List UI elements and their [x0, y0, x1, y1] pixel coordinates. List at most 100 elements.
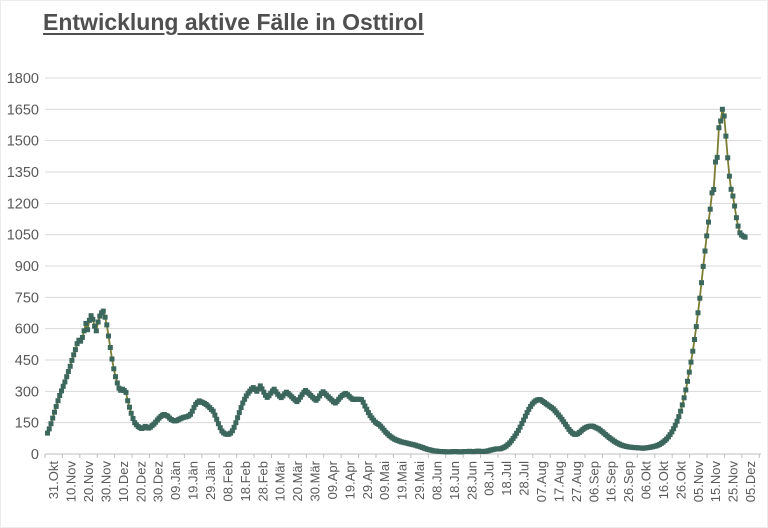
x-tick-label: 29.Mai	[412, 461, 427, 500]
data-point	[685, 378, 690, 384]
data-point	[72, 347, 78, 353]
data-point	[229, 428, 235, 434]
y-tick-label: 1650	[7, 102, 39, 118]
data-point	[681, 395, 687, 401]
data-point	[711, 187, 717, 192]
data-point	[714, 154, 720, 160]
data-point	[233, 420, 239, 426]
data-point	[728, 186, 734, 192]
y-tick-label: 1350	[7, 165, 39, 181]
data-point	[71, 352, 77, 358]
data-point	[690, 348, 696, 354]
data-point	[718, 118, 724, 124]
data-point	[90, 316, 96, 322]
data-point	[732, 203, 738, 209]
data-point	[188, 411, 193, 417]
data-point	[692, 337, 697, 342]
x-tick-label: 30.Nov	[98, 461, 113, 503]
data-point	[358, 397, 364, 402]
data-point	[517, 424, 523, 430]
data-point	[243, 393, 249, 399]
data-point	[362, 403, 368, 409]
data-point	[123, 389, 129, 395]
y-tick-label: 1500	[7, 134, 39, 150]
x-tick-label: 05.Dez	[743, 461, 758, 502]
data-point	[699, 280, 704, 286]
chart-title: Entwicklung aktive Fälle in Osttirol	[43, 9, 424, 35]
data-point	[719, 106, 725, 112]
data-point	[231, 424, 237, 430]
data-point	[697, 295, 703, 301]
y-tick-label: 750	[15, 290, 39, 306]
y-tick-label: 0	[31, 447, 39, 463]
data-point	[259, 386, 265, 392]
data-point	[100, 308, 106, 314]
data-point	[735, 223, 741, 229]
x-tick-label: 20.Nov	[81, 461, 96, 503]
data-point	[721, 113, 727, 119]
data-point	[64, 374, 70, 380]
data-point	[97, 313, 103, 319]
data-point	[55, 398, 61, 404]
data-point	[742, 234, 748, 240]
x-tick-label: 16.Okt	[656, 461, 671, 500]
x-tick-label: 15.Nov	[708, 461, 723, 503]
x-tick-label: 18.Feb	[238, 461, 253, 501]
data-point	[93, 328, 99, 334]
x-tick-label: 06.Okt	[639, 461, 654, 500]
data-point	[674, 418, 680, 424]
data-point	[79, 334, 85, 340]
data-point	[235, 415, 241, 421]
data-point	[57, 393, 63, 398]
data-point	[725, 155, 731, 161]
data-point	[564, 424, 570, 430]
data-point	[713, 159, 718, 165]
x-tick-label: 10.Nov	[64, 461, 79, 503]
data-point	[695, 310, 701, 316]
x-tick-label: 07.Aug	[534, 461, 549, 502]
data-point	[53, 403, 59, 409]
data-point	[704, 233, 710, 239]
x-tick-label: 25.Nov	[726, 461, 741, 503]
data-point	[667, 432, 673, 438]
data-point	[74, 341, 80, 347]
data-point	[65, 369, 71, 374]
data-point	[130, 416, 136, 421]
data-point	[512, 433, 518, 439]
x-tick-label: 29.Jän	[203, 461, 218, 500]
data-point	[514, 430, 520, 436]
data-point	[106, 333, 111, 339]
data-point	[238, 405, 244, 411]
data-point	[261, 389, 267, 395]
data-point	[242, 396, 248, 402]
x-tick-label: 06.Sep	[586, 461, 601, 502]
data-point	[686, 369, 692, 375]
data-point	[364, 406, 370, 412]
data-point	[236, 410, 242, 416]
x-tick-label: 18.Jun	[447, 461, 462, 500]
data-point	[706, 219, 711, 225]
data-point	[240, 400, 246, 406]
x-tick-label: 19.Apr	[342, 460, 357, 499]
data-point	[48, 421, 54, 427]
x-tick-label: 09.Apr	[325, 460, 340, 499]
data-point	[693, 324, 699, 330]
data-point	[50, 415, 56, 421]
data-point	[519, 421, 525, 426]
x-tick-label: 26.Sep	[621, 461, 636, 502]
data-point	[217, 425, 223, 431]
data-point	[83, 320, 89, 326]
x-tick-label: 31.Okt	[46, 461, 61, 500]
x-tick-label: 09.Jän	[168, 461, 183, 500]
data-point	[109, 356, 115, 362]
data-point	[125, 398, 131, 404]
data-point	[671, 426, 677, 432]
x-tick-label: 16.Sep	[604, 461, 619, 502]
data-line	[46, 108, 746, 453]
data-point	[189, 408, 195, 414]
data-point	[679, 402, 685, 408]
data-point	[515, 427, 521, 433]
data-point	[88, 313, 94, 319]
